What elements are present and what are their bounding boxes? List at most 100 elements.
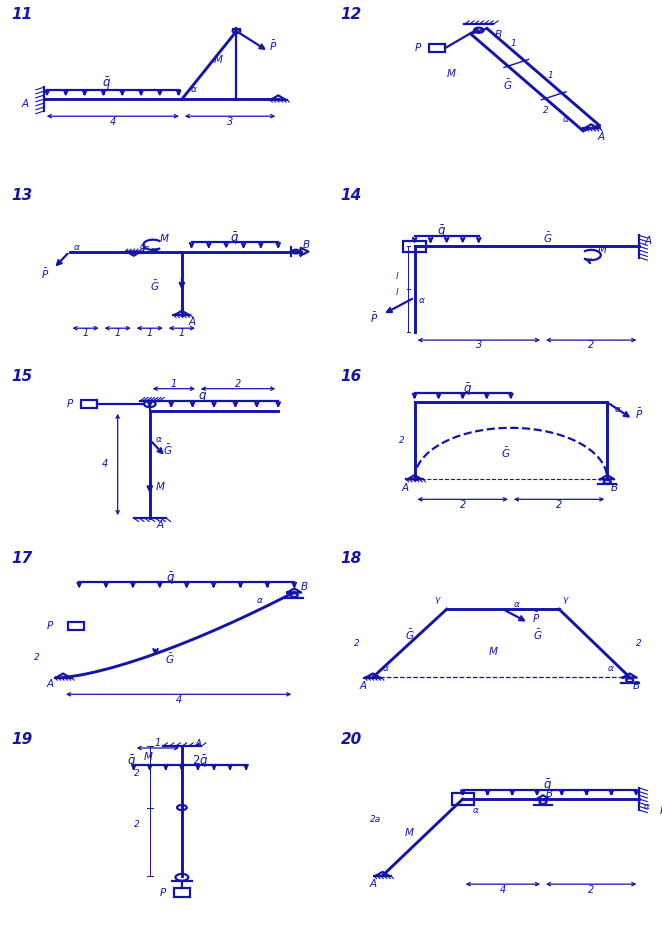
Text: A: A	[188, 317, 195, 327]
Bar	[403, 241, 426, 252]
Text: 2: 2	[134, 769, 140, 778]
Text: $\alpha$: $\alpha$	[562, 115, 570, 124]
Text: $\bar{P}$: $\bar{P}$	[40, 267, 49, 281]
Text: 2a: 2a	[369, 815, 381, 824]
Text: 2: 2	[636, 639, 642, 647]
Text: P: P	[160, 887, 166, 897]
Bar	[451, 793, 474, 805]
Text: $\bar{q}$: $\bar{q}$	[437, 224, 446, 240]
Text: 1: 1	[147, 328, 153, 339]
Text: M: M	[160, 233, 168, 244]
Text: 2: 2	[134, 820, 140, 829]
Text: 4: 4	[175, 696, 182, 705]
Text: 1: 1	[179, 328, 185, 339]
Text: 1: 1	[547, 71, 553, 80]
Text: $\gamma$: $\gamma$	[562, 595, 570, 606]
Text: M: M	[144, 751, 152, 762]
Text: $\bar{G}$: $\bar{G}$	[163, 443, 172, 457]
Text: M: M	[489, 646, 497, 657]
Text: A: A	[21, 100, 28, 110]
Text: $\alpha$: $\alpha$	[155, 435, 162, 445]
Text: 1: 1	[115, 328, 120, 339]
Bar	[429, 44, 445, 52]
Text: 2: 2	[459, 500, 466, 511]
Text: $\bar{G}$: $\bar{G}$	[534, 628, 543, 642]
Text: 2: 2	[543, 106, 548, 115]
Text: A: A	[644, 236, 651, 246]
Text: $\bar{G}$: $\bar{G}$	[150, 279, 160, 293]
Text: 4: 4	[102, 459, 108, 470]
Text: 1: 1	[510, 39, 516, 48]
Bar	[81, 400, 97, 408]
Text: 17: 17	[12, 551, 33, 565]
Text: 2: 2	[556, 500, 562, 511]
Text: $\bar{q}$: $\bar{q}$	[230, 231, 239, 247]
Text: $\bar{q}$: $\bar{q}$	[102, 75, 111, 92]
Text: M: M	[156, 483, 166, 492]
Text: $\alpha$: $\alpha$	[73, 243, 81, 252]
Text: A: A	[47, 679, 54, 689]
Text: M: M	[214, 55, 223, 65]
Text: M: M	[405, 828, 414, 838]
Text: P: P	[414, 43, 421, 53]
Text: $\bar{q}$: $\bar{q}$	[463, 381, 472, 398]
Text: M: M	[598, 245, 606, 255]
Text: 18: 18	[341, 551, 362, 565]
Text: $\bar{q}$: $\bar{q}$	[543, 777, 552, 793]
Text: $\alpha$: $\alpha$	[643, 803, 650, 811]
Text: P: P	[47, 621, 53, 631]
Text: A: A	[195, 738, 202, 749]
Text: l: l	[395, 272, 398, 281]
Text: $\gamma$: $\gamma$	[434, 595, 442, 606]
Text: 2: 2	[235, 379, 241, 390]
Text: A: A	[156, 520, 164, 530]
Text: A: A	[369, 879, 377, 889]
Text: 2: 2	[399, 436, 404, 445]
Text: $\bar{P}$: $\bar{P}$	[269, 39, 277, 54]
Text: M: M	[447, 69, 455, 79]
Text: A: A	[360, 681, 367, 691]
Text: $\alpha$: $\alpha$	[138, 242, 146, 251]
Text: B: B	[546, 789, 553, 799]
Text: $\alpha$: $\alpha$	[614, 405, 622, 415]
Text: B: B	[495, 30, 502, 39]
Text: $\bar{q}$: $\bar{q}$	[198, 388, 207, 405]
Bar	[174, 888, 190, 897]
Text: 3: 3	[227, 117, 233, 127]
Text: $\bar{G}$: $\bar{G}$	[405, 628, 414, 642]
Text: A: A	[402, 484, 409, 493]
Text: 2: 2	[34, 653, 40, 662]
Text: B: B	[303, 240, 309, 250]
Circle shape	[175, 874, 188, 881]
Text: 2: 2	[354, 639, 359, 647]
Text: 2: 2	[588, 340, 594, 351]
Text: A: A	[598, 132, 604, 141]
Text: 4: 4	[110, 117, 116, 127]
Text: 2: 2	[588, 885, 594, 895]
Text: $\bar{G}$: $\bar{G}$	[166, 652, 175, 666]
Text: $\bar{P}$: $\bar{P}$	[634, 407, 643, 421]
Text: 1: 1	[83, 328, 89, 339]
Text: 4: 4	[500, 885, 506, 895]
Text: $\bar{q}$: $\bar{q}$	[127, 753, 136, 770]
Text: 13: 13	[12, 188, 33, 203]
Circle shape	[144, 401, 156, 407]
Text: $\bar{P}$: $\bar{P}$	[532, 611, 540, 625]
Text: $2\bar{q}$: $2\bar{q}$	[191, 753, 208, 770]
Text: B: B	[610, 484, 618, 493]
Text: 15: 15	[12, 369, 33, 384]
Bar	[68, 622, 84, 631]
Text: 1: 1	[155, 737, 161, 748]
Text: $\alpha$: $\alpha$	[512, 600, 520, 608]
Text: $\alpha$: $\alpha$	[190, 86, 198, 94]
Text: l: l	[395, 288, 398, 298]
Text: $\bar{q}$: $\bar{q}$	[166, 570, 175, 587]
Circle shape	[177, 805, 187, 810]
Text: $\bar{P}$: $\bar{P}$	[369, 311, 378, 325]
Text: 19: 19	[12, 732, 33, 747]
Text: 14: 14	[341, 188, 362, 203]
Text: B: B	[301, 582, 308, 592]
Text: $\alpha$: $\alpha$	[383, 664, 391, 673]
Text: P: P	[66, 399, 73, 409]
Text: $\bar{G}$: $\bar{G}$	[501, 446, 511, 460]
